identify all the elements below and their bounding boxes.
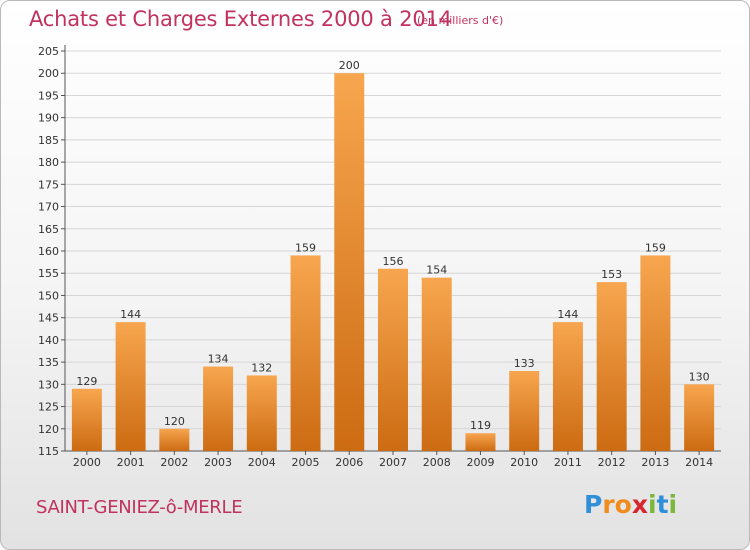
logo-letter: x — [631, 490, 648, 519]
proxiti-logo: Proxiti — [584, 490, 677, 519]
y-tick-label: 145 — [38, 312, 59, 325]
y-tick-label: 170 — [38, 201, 59, 214]
bar-value-label: 130 — [689, 370, 710, 383]
bar-2009 — [465, 433, 496, 451]
logo-letter: r — [602, 490, 615, 519]
y-tick-label: 195 — [38, 89, 59, 102]
x-tick-label: 2008 — [423, 456, 451, 469]
y-tick-label: 115 — [38, 445, 59, 458]
bar-value-label: 134 — [208, 353, 229, 366]
bar-value-label: 156 — [383, 255, 404, 268]
y-tick-label: 120 — [38, 423, 59, 436]
x-tick-label: 2010 — [510, 456, 538, 469]
y-tick-label: 205 — [38, 45, 59, 58]
logo-letter: i — [648, 490, 657, 519]
bar-2010 — [509, 371, 540, 451]
bar-2007 — [378, 268, 408, 451]
bar-2001 — [115, 322, 146, 451]
y-tick-label: 155 — [38, 267, 59, 280]
x-tick-label: 2013 — [641, 456, 669, 469]
bar-value-label: 144 — [557, 308, 578, 321]
x-tick-label: 2000 — [73, 456, 101, 469]
bar-value-label: 133 — [514, 357, 535, 370]
bar-2004 — [246, 375, 277, 451]
chart-subtitle: (en milliers d'€) — [417, 14, 504, 27]
logo-letter: i — [668, 490, 678, 519]
bar-2006 — [334, 73, 365, 451]
logo-letter: P — [584, 490, 603, 519]
bar-value-label: 132 — [251, 361, 272, 374]
x-tick-label: 2007 — [379, 456, 407, 469]
x-tick-label: 2014 — [685, 456, 713, 469]
x-tick-label: 2009 — [466, 456, 494, 469]
bar-2013 — [640, 255, 671, 451]
bar-value-label: 159 — [645, 241, 666, 254]
bar-2005 — [290, 255, 321, 451]
bars — [71, 73, 715, 451]
bar-value-label: 154 — [426, 264, 447, 277]
x-tick-label: 2003 — [204, 456, 232, 469]
bar-value-label: 119 — [470, 419, 491, 432]
x-tick-label: 2006 — [335, 456, 363, 469]
bar-value-label: 153 — [601, 268, 622, 281]
y-tick-label: 130 — [38, 378, 59, 391]
y-tick-label: 160 — [38, 245, 59, 258]
bar-2011 — [552, 322, 583, 451]
x-tick-label: 2001 — [117, 456, 145, 469]
y-tick-label: 125 — [38, 401, 59, 414]
bar-2014 — [684, 384, 715, 451]
bar-value-label: 159 — [295, 241, 316, 254]
y-tick-label: 140 — [38, 334, 59, 347]
x-tick-label: 2011 — [554, 456, 582, 469]
bar-2003 — [203, 366, 234, 451]
y-tick-label: 165 — [38, 223, 59, 236]
y-tick-label: 175 — [38, 178, 59, 191]
labels: 115 120 125 130 135 140 145 150 155 160 165 170 175 1… — [38, 45, 713, 469]
y-tick-label: 185 — [38, 134, 59, 147]
bar-value-label: 129 — [76, 375, 97, 388]
x-tick-label: 2005 — [292, 456, 320, 469]
bar-2012 — [596, 282, 627, 451]
logo-letter: o — [614, 490, 632, 519]
bar-2000 — [71, 388, 102, 451]
y-tick-label: 180 — [38, 156, 59, 169]
bar-2002 — [159, 428, 190, 451]
y-tick-label: 190 — [38, 112, 59, 125]
bar-value-label: 144 — [120, 308, 141, 321]
chart-title: Achats et Charges Externes 2000 à 2014 — [29, 7, 452, 31]
logo-letter: t — [656, 490, 669, 519]
x-tick-label: 2012 — [598, 456, 626, 469]
y-tick-label: 150 — [38, 289, 59, 302]
y-tick-label: 135 — [38, 356, 59, 369]
commune-name: SAINT-GENIEZ-ô-MERLE — [36, 497, 243, 518]
y-tick-label: 200 — [38, 67, 59, 80]
x-tick-label: 2002 — [160, 456, 188, 469]
bar-value-label: 200 — [339, 59, 360, 72]
bar-value-label: 120 — [164, 415, 185, 428]
bar-2008 — [421, 277, 452, 451]
x-tick-label: 2004 — [248, 456, 276, 469]
